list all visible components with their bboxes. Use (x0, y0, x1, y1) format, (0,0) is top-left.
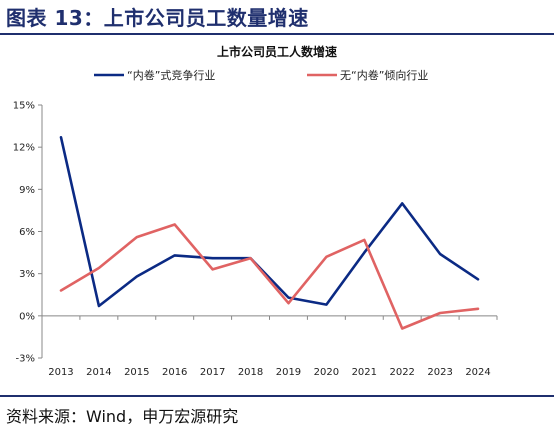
legend-label-1: “内卷”式竞争行业 (127, 68, 215, 82)
line-chart: 上市公司员工人数增速 “内卷”式竞争行业 无“内卷”倾向行业 -3% 0% 3% 6% 9… (13, 44, 498, 378)
series-group (59, 136, 480, 330)
y-tick-label: 6% (19, 227, 35, 238)
source-note: 资料来源：Wind，申万宏源研究 (6, 407, 239, 426)
source-rule (0, 395, 554, 397)
x-tick-label: 2019 (276, 367, 301, 378)
x-tick-label: 2017 (200, 367, 225, 378)
x-tick-label: 2018 (238, 367, 263, 378)
legend: “内卷”式竞争行业 无“内卷”倾向行业 (94, 68, 428, 82)
x-tick-label: 2016 (162, 367, 187, 378)
x-tick-label: 2020 (314, 367, 339, 378)
title-rule (0, 33, 554, 35)
x-tick-label: 2024 (465, 367, 490, 378)
axes: -3% 0% 3% 6% 9% 12% 15% 2013 2014 2015 2016 2017 201… (13, 101, 498, 378)
legend-label-2: 无“内卷”倾向行业 (340, 68, 428, 82)
y-tick-label: 9% (19, 185, 35, 196)
y-tick-label: 15% (13, 101, 35, 112)
x-tick-label: 2015 (124, 367, 149, 378)
figure-title: 图表 13：上市公司员工数量增速 (6, 6, 309, 30)
y-tick-label: 3% (19, 269, 35, 280)
x-tick-label: 2013 (48, 367, 73, 378)
chart-title: 上市公司员工人数增速 (217, 44, 337, 59)
y-tick-label: 12% (13, 143, 35, 154)
series-line-1 (59, 136, 480, 308)
x-tick-label: 2022 (389, 367, 414, 378)
x-tick-label: 2014 (86, 367, 111, 378)
y-tick-label: 0% (19, 311, 35, 322)
x-tick-label: 2021 (352, 367, 377, 378)
series-line-2 (59, 223, 480, 330)
y-tick-label: -3% (16, 354, 35, 365)
x-tick-label: 2023 (427, 367, 452, 378)
